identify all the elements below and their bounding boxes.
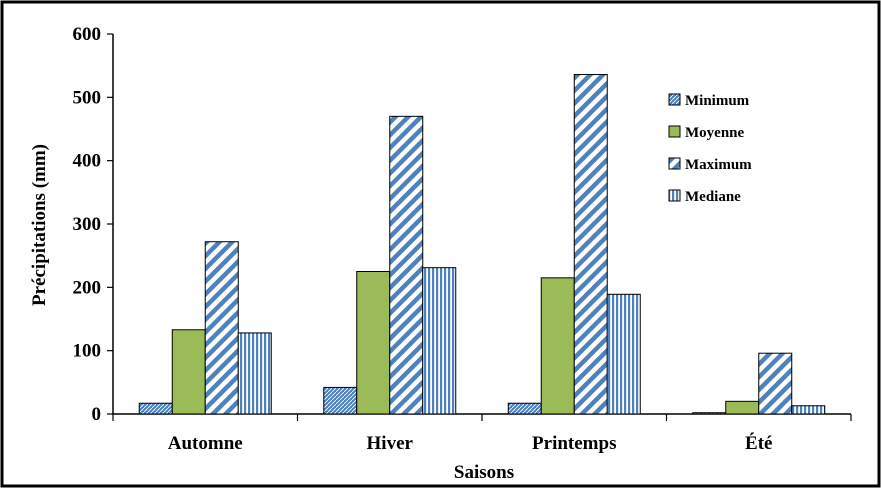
bar-moyenne-3 (540, 277, 575, 415)
y-tick-label: 200 (73, 277, 102, 298)
bar-maximum-1 (204, 241, 239, 415)
bar-mediane-1 (237, 332, 272, 415)
legend: Minimum Moyenne Maximum Mediane (668, 93, 752, 205)
bar-moyenne-4 (725, 400, 760, 415)
x-tick-label: Été (745, 432, 772, 454)
legend-label-minimum: Minimum (685, 93, 750, 109)
y-axis-title: Précipitations (mm) (29, 144, 50, 306)
bar-minimum-3 (507, 402, 542, 415)
bar-mediane-4 (791, 405, 826, 415)
legend-swatch-maximum (668, 157, 681, 170)
y-tick-label: 300 (73, 214, 102, 235)
x-tick-label: Hiver (367, 433, 414, 454)
legend-label-moyenne: Moyenne (685, 125, 745, 141)
bar-mediane-2 (422, 267, 457, 415)
y-tick-label: 500 (73, 87, 102, 108)
y-tick-label: 600 (73, 24, 102, 45)
x-tick-label: Printemps (532, 433, 616, 454)
x-tick-label: Automne (168, 433, 243, 454)
bar-maximum-2 (389, 115, 424, 415)
legend-label-mediane: Mediane (685, 189, 741, 205)
y-tick-label: 400 (73, 151, 102, 172)
legend-swatch-moyenne (668, 125, 681, 138)
y-tick-label: 0 (92, 404, 102, 425)
x-axis-title: Saisons (454, 462, 514, 483)
bar-minimum-2 (323, 386, 358, 415)
bar-minimum-4 (692, 412, 727, 415)
legend-swatch-mediane (668, 189, 681, 202)
bar-maximum-4 (758, 352, 793, 415)
bar-moyenne-1 (171, 329, 206, 415)
bar-moyenne-2 (356, 271, 391, 415)
bar-maximum-3 (573, 74, 608, 415)
bar-mediane-3 (606, 293, 641, 415)
legend-label-maximum: Maximum (685, 157, 752, 173)
bar-minimum-1 (138, 402, 173, 415)
legend-swatch-minimum (668, 93, 681, 106)
y-tick-label: 100 (73, 341, 102, 362)
